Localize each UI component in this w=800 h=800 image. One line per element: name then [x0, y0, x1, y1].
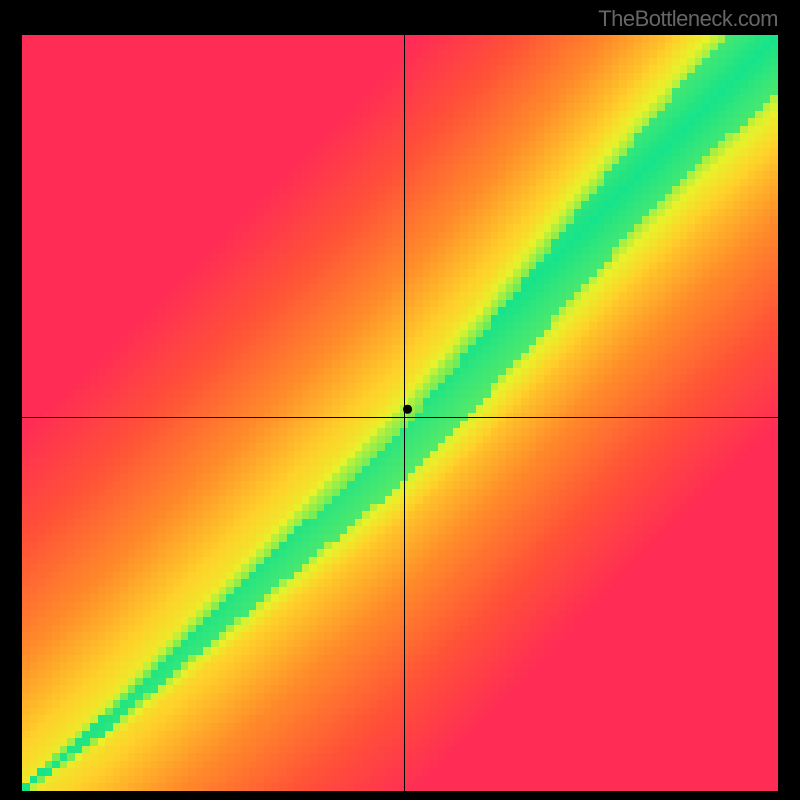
bottleneck-heatmap [0, 0, 800, 800]
attribution-label: TheBottleneck.com [598, 6, 778, 32]
chart-container: TheBottleneck.com [0, 0, 800, 800]
